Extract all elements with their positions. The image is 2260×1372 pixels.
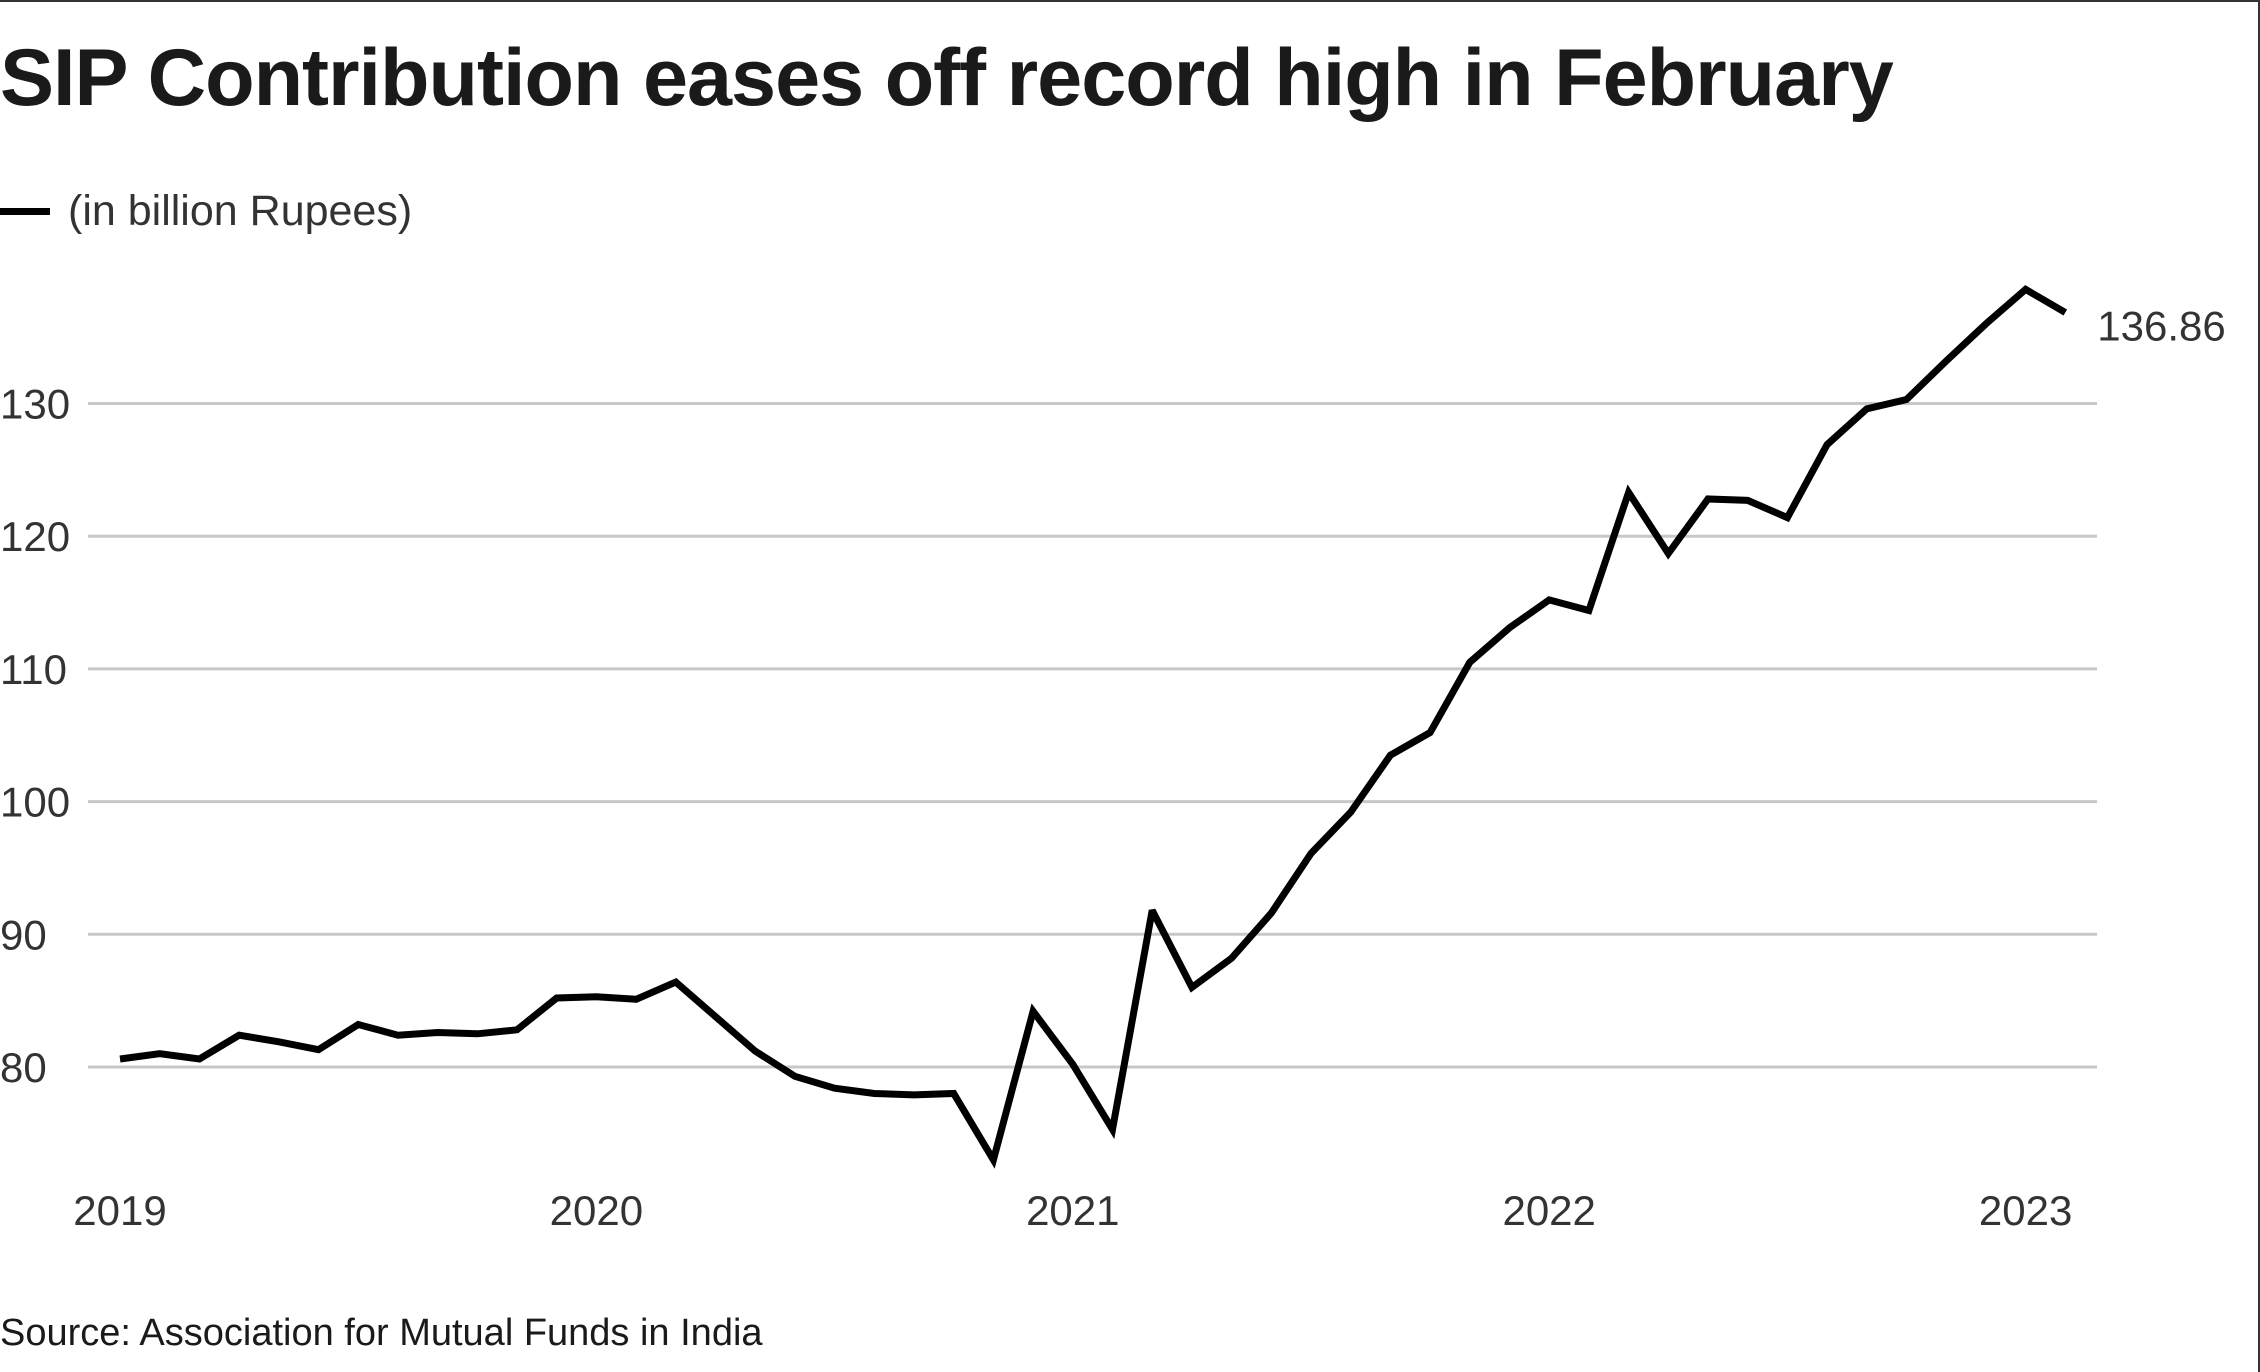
series-layer [119, 285, 2068, 1169]
legend-line-swatch [0, 207, 50, 215]
x-axis-ticks: 2019 2020 2021 2022 2023 [73, 1187, 2072, 1234]
y-axis-ticks: 80 90 100 110 120 130 [0, 381, 70, 1092]
end-value-label: 136.86 [2097, 302, 2225, 349]
gridlines [88, 402, 2097, 1069]
x-tick-label: 2020 [550, 1187, 643, 1234]
y-tick-label: 120 [0, 513, 70, 560]
x-tick-label: 2023 [1979, 1187, 2072, 1234]
y-tick-label: 100 [0, 779, 70, 826]
legend-label: (in billion Rupees) [68, 186, 413, 235]
x-tick-label: 2022 [1502, 1187, 1595, 1234]
y-tick-label: 110 [0, 646, 67, 693]
chart-title: SIP Contribution eases off record high i… [0, 33, 1894, 123]
y-tick-label: 80 [0, 1044, 47, 1091]
y-tick-label: 90 [0, 911, 47, 958]
source-note: Source: Association for Mutual Funds in … [0, 1312, 763, 1354]
y-tick-label: 130 [0, 381, 70, 428]
x-tick-label: 2019 [73, 1187, 166, 1234]
series-line [119, 285, 2068, 1169]
x-tick-label: 2021 [1026, 1187, 1119, 1234]
legend: (in billion Rupees) [0, 181, 412, 241]
